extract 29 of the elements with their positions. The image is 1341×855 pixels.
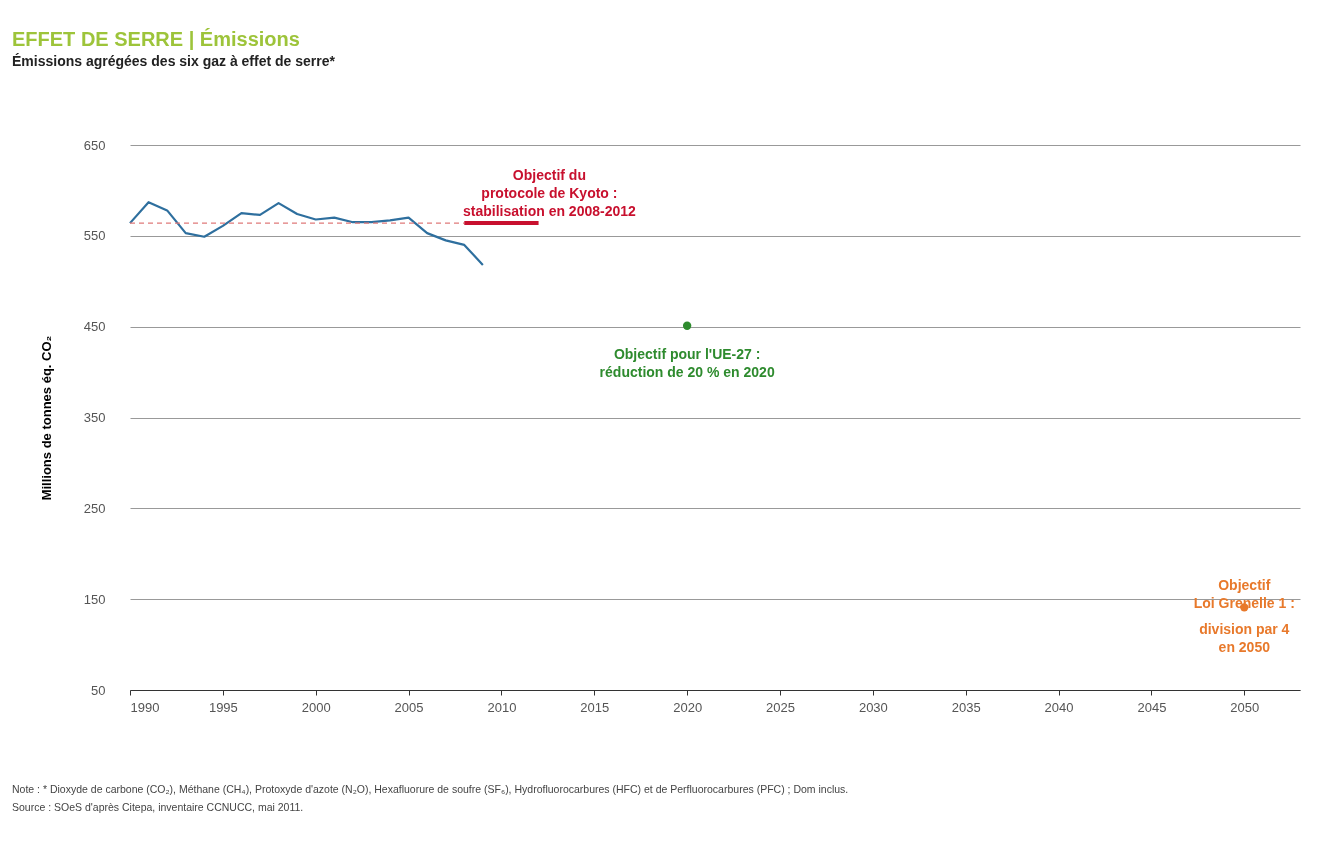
y-tick-label: 650 — [83, 137, 106, 153]
annotation: Objectif pour l'UE-27 : réduction de 20 % en 2020 — [599, 345, 775, 380]
y-tick-label: 250 — [83, 500, 106, 516]
annotation: division par 4 en 2050 — [1199, 621, 1290, 656]
annotation: Objectif du protocole de Kyoto : stabilisation en 2008-2012 — [463, 167, 637, 220]
chart-title: EFFET DE SERRE | Émissions — [12, 28, 300, 50]
y-tick-label: 150 — [83, 591, 106, 607]
x-tick-label: 2030 — [858, 699, 888, 715]
x-tick-label: 2000 — [301, 699, 331, 715]
x-tick-label: 1995 — [208, 699, 238, 715]
x-tick-label: 2020 — [673, 699, 703, 715]
y-tick-label: 450 — [83, 319, 106, 335]
chart-subtitle: Émissions agrégées des six gaz à effet de serre* — [12, 53, 336, 69]
annotation: Objectif Loi Grenelle 1 : — [1193, 577, 1295, 612]
y-tick-label: 50 — [91, 682, 106, 698]
y-tick-label: 350 — [83, 410, 106, 425]
x-tick-label: 2015 — [580, 699, 610, 715]
y-axis-title: Millions de tonnes éq. CO₂ — [38, 335, 54, 501]
x-tick-label: 2005 — [394, 699, 424, 715]
x-tick-label: 2050 — [1230, 699, 1260, 715]
x-tick-label: 2045 — [1137, 699, 1167, 715]
source-note: Source : SOeS d'après Citepa, inventaire CCNUCC, mai 2011. — [12, 801, 304, 813]
text: Note : * Dioxyde de carbone (CO₂), Méthane (CH₄), Protoxyde d'azote (N₂O), Hexafluorure de soufre (SF₆), Hydrofluorocarbures (HFC) et de Perfluorocarbures (PFC) ; Dom inclus. — [12, 783, 849, 795]
x-tick-label: 2010 — [487, 699, 517, 715]
x-tick-label: 2040 — [1044, 699, 1074, 715]
x-tick-label: 2025 — [766, 699, 795, 715]
x-tick-label: 2035 — [951, 699, 981, 715]
x-tick-label: 1990 — [130, 699, 160, 715]
y-tick-label: 550 — [83, 228, 106, 244]
